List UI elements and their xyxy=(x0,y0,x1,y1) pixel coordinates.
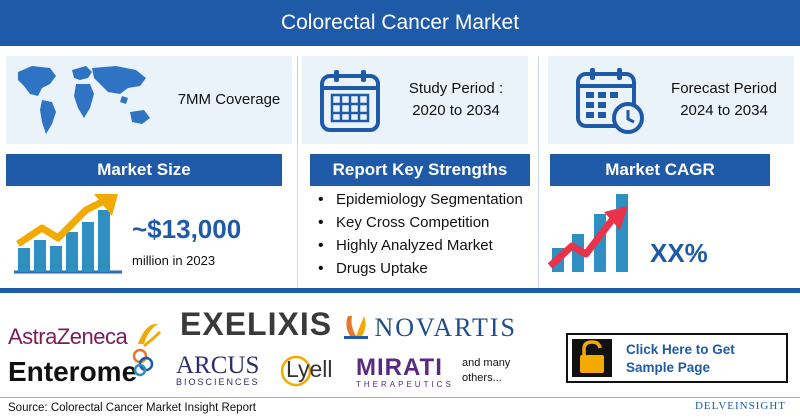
study-period-range: 2020 to 2034 xyxy=(412,102,500,119)
exelixis-logo: EXELIXIS xyxy=(180,306,332,343)
mirati-logo: MIRATI THERAPEUTICS xyxy=(356,354,454,389)
footer-divider xyxy=(0,397,800,398)
market-cagr-heading: Market CAGR xyxy=(550,154,770,186)
key-strengths-list: Epidemiology Segmentation Key Cross Comp… xyxy=(316,188,523,280)
study-period-card: Study Period : 2020 to 2034 xyxy=(302,56,528,144)
forecast-period-range: 2024 to 2034 xyxy=(680,102,768,119)
list-item: Drugs Uptake xyxy=(316,257,523,280)
enterome-mark-icon xyxy=(132,348,154,377)
study-period-label: Study Period : xyxy=(408,80,504,97)
astrazeneca-logo: AstraZeneca xyxy=(8,312,164,350)
column-divider xyxy=(538,56,539,288)
key-strengths-heading: Report Key Strengths xyxy=(310,154,530,186)
market-size-unit: million in 2023 xyxy=(132,253,216,268)
arcus-logo: ARCUS BIOSCIENCES xyxy=(176,352,260,387)
calendar-icon xyxy=(320,70,380,132)
growth-chart-icon xyxy=(14,194,122,274)
source-note: Source: Colorectal Cancer Market Insight… xyxy=(8,402,256,414)
page-title: Colorectal Cancer Market xyxy=(0,0,800,46)
list-item: Epidemiology Segmentation xyxy=(316,188,523,211)
get-sample-button[interactable]: Click Here to Get Sample Page xyxy=(566,333,788,383)
mirati-sub: THERAPEUTICS xyxy=(356,380,454,389)
section-band xyxy=(0,288,800,293)
novartis-flame-icon xyxy=(344,316,368,339)
market-cagr-value: XX% xyxy=(650,238,708,268)
exelixis-name: EXELIXIS xyxy=(180,306,333,342)
world-map-icon xyxy=(18,66,150,134)
list-item: Key Cross Competition xyxy=(316,211,523,234)
forecast-period-label: Forecast Period xyxy=(671,80,777,97)
column-divider xyxy=(297,56,298,288)
enterome-name: Enterome xyxy=(8,356,138,387)
delveinsight-logo: DELVEINSIGHT xyxy=(695,400,786,412)
cagr-chart-icon xyxy=(548,194,628,272)
enterome-logo: Enterome xyxy=(8,348,154,388)
market-size-heading: Market Size xyxy=(6,154,282,186)
delveinsight-name: DELVEINSIGHT xyxy=(694,400,786,412)
novartis-logo: NOVARTIS xyxy=(342,310,517,343)
lyell-name: Lyell xyxy=(286,356,333,382)
lyell-circle-icon xyxy=(280,355,312,387)
astrazeneca-name: AstraZeneca xyxy=(8,324,128,349)
calendar-clock-icon xyxy=(576,68,644,134)
astrazeneca-swirl-icon xyxy=(137,323,161,348)
cta-lock-bg xyxy=(572,339,612,377)
forecast-period-card: Forecast Period 2024 to 2034 xyxy=(548,56,794,144)
and-many-others-text: and many others... xyxy=(462,357,511,384)
coverage-card: 7MM Coverage xyxy=(6,56,292,144)
novartis-name: NOVARTIS xyxy=(374,313,517,342)
arcus-name: ARCUS xyxy=(176,352,260,379)
market-size-value: ~$13,000 xyxy=(132,214,242,244)
coverage-label: 7MM Coverage xyxy=(177,91,281,108)
mirati-name: MIRATI xyxy=(356,354,443,381)
arcus-sub: BIOSCIENCES xyxy=(176,377,260,387)
lyell-logo: Lyell xyxy=(280,354,332,387)
list-item: Highly Analyzed Market xyxy=(316,234,523,257)
padlock-icon xyxy=(580,340,604,373)
get-sample-label[interactable]: Click Here to Get Sample Page xyxy=(626,342,735,375)
